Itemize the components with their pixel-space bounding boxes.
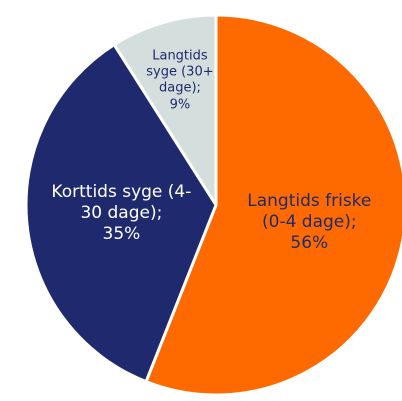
pie-slice <box>144 13 402 397</box>
pie-slice <box>24 43 218 384</box>
category-label: Langtids friske (0-4 dage); <box>247 190 372 233</box>
slice-label: Langtids friske (0-4 dage); 56% <box>234 191 384 255</box>
value-label: 9% <box>169 97 191 113</box>
slice-label: Langtids syge (30+ dage); 9% <box>140 48 220 113</box>
value-label: 56% <box>290 233 329 254</box>
value-label: 35% <box>102 224 141 245</box>
slice-label: Korttids syge (4-30 dage); 35% <box>46 182 196 246</box>
category-label: Langtids syge (30+ dage); <box>146 48 214 96</box>
category-label: Korttids syge (4-30 dage); <box>51 182 192 224</box>
pie-slice <box>112 13 218 207</box>
